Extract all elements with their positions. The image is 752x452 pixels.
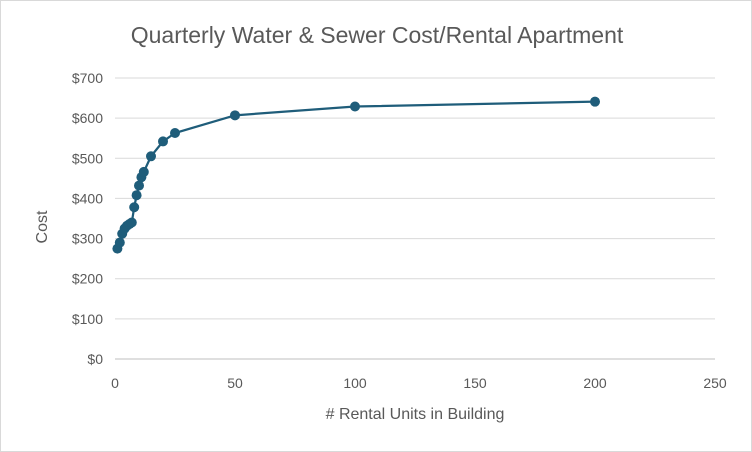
data-point [114,237,125,248]
data-point [158,136,168,147]
x-axis-title: # Rental Units in Building [326,406,505,423]
x-tick-label: 50 [227,375,243,391]
series-line [116,100,596,250]
y-tick-label: $200 [72,271,103,287]
y-tick-label: $600 [72,110,103,126]
series-layer [112,96,600,254]
data-point [146,151,156,162]
data-point [170,127,180,138]
chart-title: Quarterly Water & Sewer Cost/Rental Apar… [131,22,624,48]
x-tick-label: 100 [343,375,367,391]
x-tick-label: 200 [583,375,607,391]
data-point [138,166,149,177]
data-point [126,217,137,228]
axes: $0 $100 $200 $300 $400 $500 $600 $700 0 50 100 150 2… [72,70,727,391]
x-tick-label: 250 [703,375,727,391]
y-tick-label: $100 [72,311,103,327]
gridlines [115,77,715,320]
data-point [134,180,144,191]
y-tick-label: $400 [72,190,103,206]
data-point [590,96,600,107]
y-tick-label: $500 [72,150,103,166]
y-tick-label: $300 [72,231,103,247]
x-tick-label: 150 [463,375,487,391]
x-tick-label: 0 [111,375,119,391]
data-point [131,190,142,201]
y-tick-label: $0 [87,351,103,367]
y-tick-label: $700 [72,70,103,86]
data-point [230,110,240,121]
data-point [129,202,140,213]
y-axis-title: Cost [34,210,51,243]
data-point [350,101,360,112]
